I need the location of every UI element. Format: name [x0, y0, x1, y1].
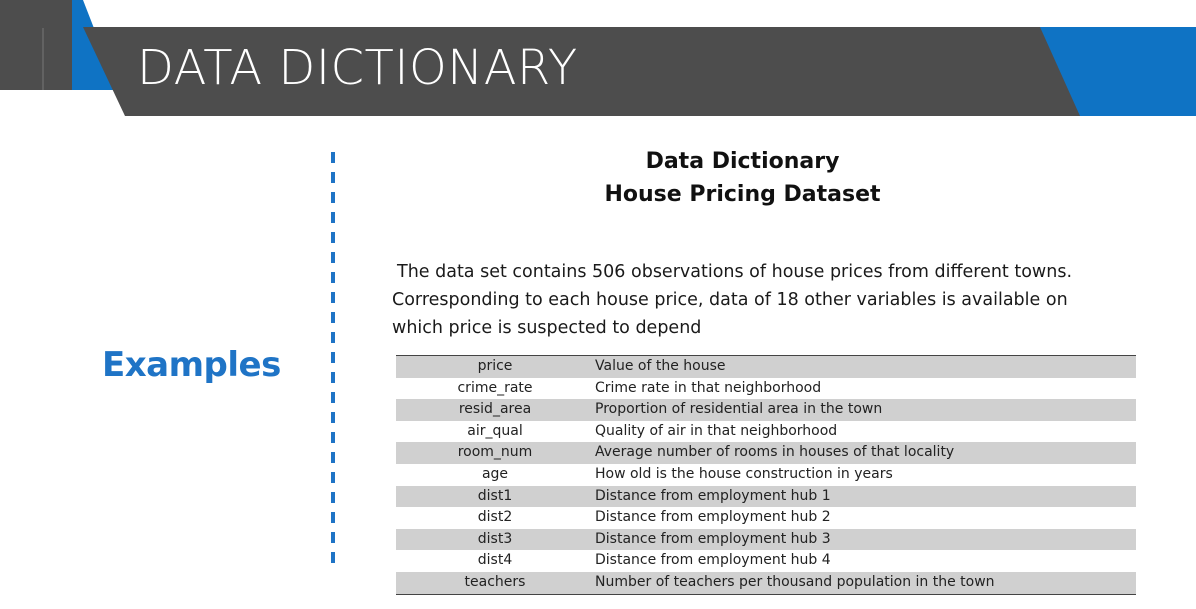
variable-name: dist4: [477, 552, 513, 569]
table-row: crime_rate Crime rate in that neighborhoo…: [396, 378, 1136, 400]
table-row: air_qual Quality of air in that neighborh…: [396, 421, 1136, 443]
variable-name: dist1: [396, 485, 594, 508]
table-row: price Value of the house: [396, 355, 1136, 378]
examples-heading: Examples: [102, 345, 281, 385]
header-left-gray-block: [0, 0, 72, 90]
variable-description: Proportion of residential area in the to…: [594, 399, 1136, 421]
variable-name: dist2: [477, 509, 513, 526]
table-row: dist3 Distance from employment hub 3: [396, 528, 1136, 551]
table-row: dist1 Distance from employment hub 1: [396, 485, 1136, 508]
variable-description: Average number of rooms in houses of tha…: [594, 442, 1136, 464]
variable-name: dist3: [396, 528, 594, 551]
variable-name: age: [481, 465, 509, 482]
table-row: room_num Average number of rooms in house…: [396, 442, 1136, 464]
header-banner: [0, 0, 1196, 116]
description-line: Corresponding to each house price, data …: [392, 290, 1068, 310]
variable-description: Number of teachers per thousand populati…: [594, 571, 1136, 595]
table-row: age How old is the house construction in …: [396, 464, 1136, 486]
variables-table: price Value of the house crime_rate Crime …: [396, 355, 1136, 595]
variable-description: Distance from employment hub 3: [594, 528, 1136, 551]
variable-description: Distance from employment hub 4: [595, 552, 831, 569]
variable-name: resid_area: [396, 399, 594, 421]
variable-description: How old is the house construction in yea…: [595, 465, 893, 482]
dictionary-title: Data Dictionary House Pricing Dataset: [580, 145, 905, 211]
table-row: teachers Number of teachers per thousand …: [396, 571, 1136, 595]
dictionary-title-line1: Data Dictionary: [645, 149, 840, 174]
variable-description: Value of the house: [594, 355, 1136, 378]
header-blue-stripe-right: [1040, 27, 1196, 116]
variable-name: crime_rate: [457, 379, 533, 396]
description-line: The data set contains 506 observations o…: [397, 262, 1073, 282]
description-line: which price is suspected to depend: [392, 318, 702, 338]
table-row: dist2 Distance from employment hub 2: [396, 507, 1136, 529]
dashed-divider: [331, 152, 335, 570]
header-main-bar: [83, 27, 1085, 116]
variable-name: room_num: [396, 442, 594, 464]
table-row: dist4 Distance from employment hub 4: [396, 550, 1136, 572]
dataset-description: The data set contains 506 observations o…: [392, 258, 1152, 342]
variable-description: Distance from employment hub 1: [594, 485, 1136, 508]
variable-name: price: [396, 355, 594, 378]
table-row: resid_area Proportion of residential area…: [396, 399, 1136, 421]
variable-description: Quality of air in that neighborhood: [595, 422, 838, 439]
dictionary-title-line2: House Pricing Dataset: [604, 182, 881, 207]
variable-name: teachers: [396, 571, 594, 595]
variable-description: Crime rate in that neighborhood: [595, 379, 822, 396]
variable-description: Distance from employment hub 2: [595, 509, 831, 526]
slide-title: DATA DICTIONARY: [137, 40, 578, 96]
variable-name: air_qual: [467, 422, 523, 439]
